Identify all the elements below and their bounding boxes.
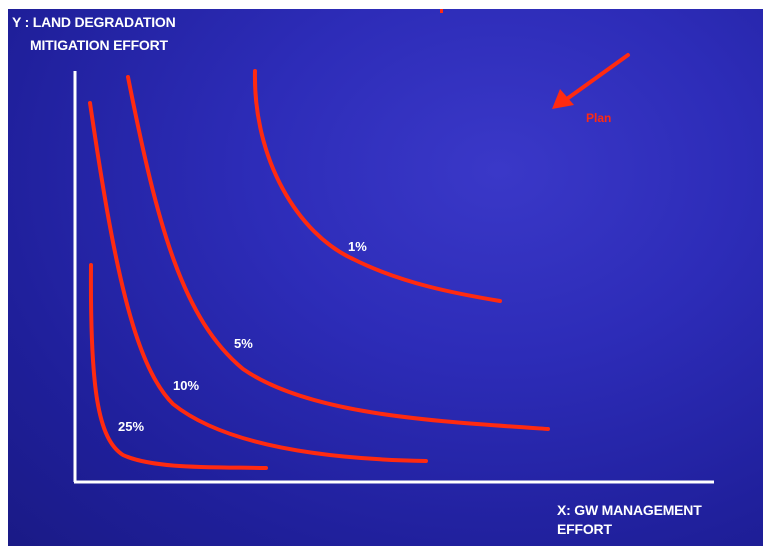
- curve-10-percent: [88, 101, 428, 463]
- x-axis-title-line2: EFFORT: [557, 521, 612, 537]
- arrow-head: [552, 89, 574, 109]
- x-axis-title-line1: X: GW MANAGEMENT: [557, 502, 702, 518]
- curve-1-percent: [252, 69, 502, 303]
- y-axis-title-line1: Y : LAND DEGRADATION: [12, 14, 176, 30]
- curve-label-1-percent: 1%: [348, 239, 367, 254]
- curve-5-percent: [126, 75, 550, 431]
- diagram-canvas: [73, 9, 714, 484]
- curve-label-25-percent: 25%: [118, 419, 145, 434]
- y-axis-title-line2: MITIGATION EFFORT: [30, 37, 168, 53]
- curve-25-percent: [88, 263, 268, 470]
- curve-label-5-percent: 5%: [234, 336, 253, 351]
- arrow-label: Plan: [586, 111, 612, 125]
- arrow-shaft: [562, 53, 630, 103]
- curve-label-10-percent: 10%: [173, 378, 200, 393]
- top-accent-mark: [440, 9, 443, 13]
- slide-background: Y : LAND DEGRADATION MITIGATION EFFORT X…: [8, 9, 763, 546]
